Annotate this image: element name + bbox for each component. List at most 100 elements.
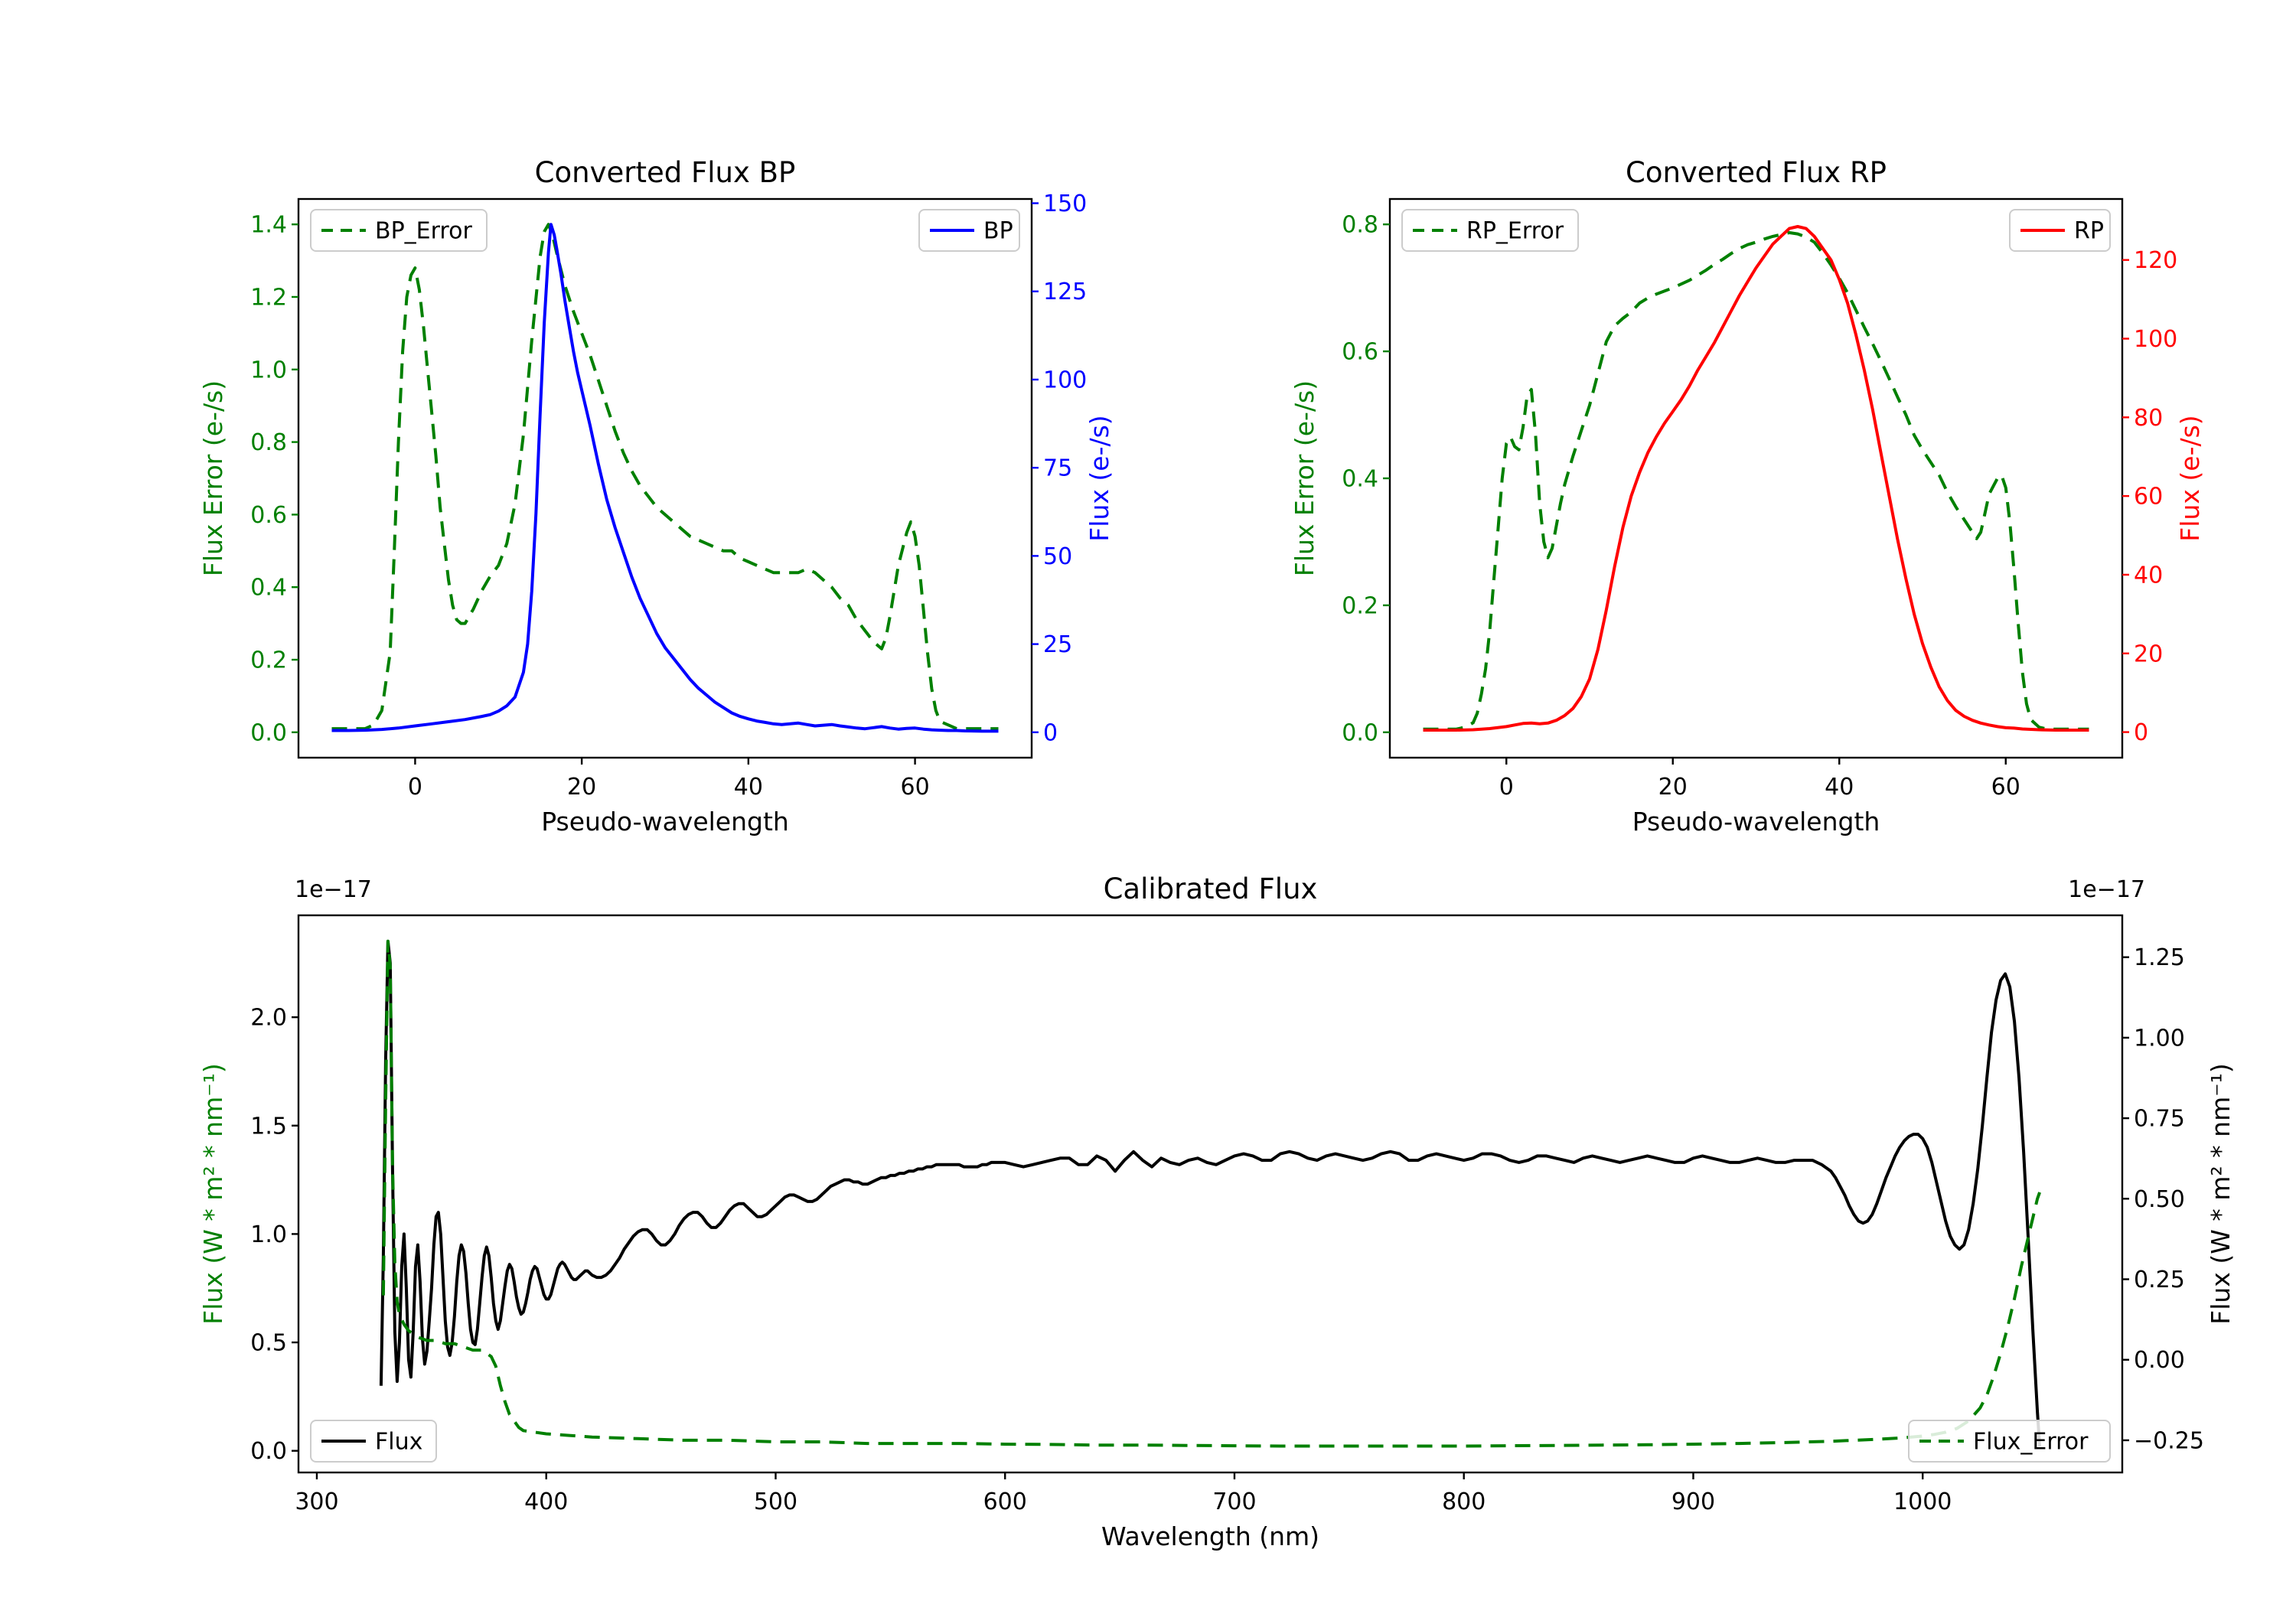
subplot-bp: 0 20 40 60 0.0 0.2 0.4 0.6 0.8 1.0 1.2 1.4 0 25 50 75 10…: [198, 156, 1114, 836]
y-right-tick-label: 0.75: [2134, 1106, 2185, 1133]
legend-box: [1908, 1420, 2111, 1463]
y-left-tick-label: 0.8: [1342, 212, 1378, 239]
y-left-tick-label: 1.4: [250, 212, 287, 239]
y-right-tick-label: 1.25: [2134, 944, 2185, 971]
y-right-tick-label: 60: [2134, 484, 2163, 510]
axes-frame: [1388, 197, 2124, 759]
y-right-tick-label: −0.25: [2134, 1427, 2204, 1454]
legend-bp: BP: [918, 209, 1020, 252]
x-tick-label: 60: [1991, 774, 2020, 801]
y-right-tick-label: 25: [1043, 631, 1072, 658]
y-left-axis-label: Flux Error (e-/s): [1290, 380, 1319, 576]
x-tick-label: 60: [900, 774, 929, 801]
y-right-tick-label: 0: [1043, 719, 1058, 746]
legend-bp_error: BP_Error: [310, 209, 488, 252]
legend-label: RP: [2074, 218, 2104, 245]
y-left-tick-label: 0.0: [250, 1438, 287, 1465]
series-group: [379, 939, 2042, 1448]
y-right-tick-label: 150: [1043, 191, 1087, 217]
y-right-tick-label: 100: [1043, 367, 1087, 393]
legend-label: BP: [983, 218, 1013, 245]
y-right-axis-label: Flux (e-/s): [1084, 415, 1114, 541]
y-right-tick-label: 0: [2134, 719, 2148, 746]
y-left-tick-label: 1.2: [250, 284, 287, 311]
x-tick-label: 1000: [1893, 1489, 1952, 1515]
y-right-axis-label: Flux (W * m² * nm⁻¹): [2206, 1063, 2236, 1325]
y-left-tick-label: 0.2: [250, 647, 287, 674]
x-tick-label: 300: [295, 1489, 338, 1515]
axes-frame: [297, 197, 1033, 759]
legend-rp: RP: [2009, 209, 2111, 252]
series-group: [1423, 225, 2089, 732]
y-left-tick-label: 1.5: [250, 1113, 287, 1140]
y-left-tick-label: 0.5: [250, 1330, 287, 1357]
series-group: [331, 223, 999, 733]
x-tick-label: 40: [1825, 774, 1854, 801]
y-right-tick-label: 0.50: [2134, 1186, 2185, 1213]
x-tick-label: 20: [567, 774, 596, 801]
y-left-tick-label: 0.0: [1342, 719, 1378, 746]
x-tick-label: 600: [983, 1489, 1027, 1515]
legend-label: BP_Error: [375, 218, 472, 245]
series-flux_error: [381, 939, 2041, 1448]
x-tick-label: 800: [1442, 1489, 1486, 1515]
y-left-tick-label: 0.2: [1342, 592, 1378, 619]
y-left-tick-label: 0.4: [1342, 466, 1378, 493]
y-left-axis-label: Flux Error (e-/s): [198, 380, 228, 576]
x-tick-label: 0: [1499, 774, 1514, 801]
y-right-tick-label: 125: [1043, 279, 1087, 305]
legend-rp_error: RP_Error: [1401, 209, 1579, 252]
axes-frame: [297, 914, 2124, 1474]
y-left-tick-label: 0.0: [250, 719, 287, 746]
legend-label: RP_Error: [1466, 218, 1564, 245]
x-tick-label: 400: [524, 1489, 568, 1515]
x-tick-label: 700: [1212, 1489, 1256, 1515]
y-right-tick-label: 100: [2134, 326, 2177, 353]
y-right-tick-label: 20: [2134, 641, 2163, 667]
legend-label: Flux_Error: [1973, 1429, 2089, 1456]
y-right-axis-label: Flux (e-/s): [2175, 415, 2205, 541]
y-right-tick-label: 0.25: [2134, 1267, 2185, 1293]
x-axis-label: Pseudo-wavelength: [541, 807, 789, 836]
y-left-tick-label: 2.0: [250, 1005, 287, 1032]
subplot-rp: 0 20 40 60 0.0 0.2 0.4 0.6 0.8 0 20 40 60 80 100 120 Con…: [1290, 156, 2205, 836]
plot-title: Converted Flux BP: [535, 156, 796, 189]
x-tick-label: 500: [754, 1489, 797, 1515]
plot-title: Calibrated Flux: [1104, 872, 1318, 905]
y-right-tick-label: 1.00: [2134, 1025, 2185, 1052]
y-left-tick-label: 0.6: [1342, 339, 1378, 366]
x-tick-label: 0: [408, 774, 422, 801]
x-tick-label: 20: [1658, 774, 1688, 801]
y-left-tick-label: 0.4: [250, 575, 287, 602]
plot-title: Converted Flux RP: [1626, 156, 1887, 189]
y-left-tick-label: 1.0: [250, 1221, 287, 1248]
x-axis-label: Pseudo-wavelength: [1632, 807, 1880, 836]
series-bp: [331, 223, 999, 733]
legend-label: Flux: [375, 1429, 422, 1456]
subplot-cal: 300 400 500 600 700 800 900 1000 0.0 0.5 1.0 1.5 2.0…: [198, 872, 2236, 1551]
legend-box: [1401, 209, 1579, 252]
y-right-tick-label: 120: [2134, 247, 2177, 274]
y-left-tick-label: 0.6: [250, 502, 287, 529]
series-flux: [379, 940, 2042, 1447]
series-bp_error: [331, 223, 999, 731]
y-left-axis-label: Flux (W * m² * nm⁻¹): [198, 1063, 228, 1325]
legend-box: [310, 209, 488, 252]
y-right-tick-label: 75: [1043, 455, 1072, 482]
y-left-tick-label: 0.8: [250, 429, 287, 456]
legend-box: [310, 1420, 437, 1463]
series-rp_error: [1423, 231, 2089, 731]
legend-flux_error: Flux_Error: [1908, 1420, 2111, 1463]
series-rp: [1423, 225, 2089, 732]
y-right-tick-label: 0.00: [2134, 1347, 2185, 1374]
x-tick-label: 40: [734, 774, 763, 801]
x-axis-label: Wavelength (nm): [1101, 1521, 1319, 1551]
legend-flux: Flux: [310, 1420, 437, 1463]
y-right-tick-label: 50: [1043, 543, 1072, 570]
y-right-tick-label: 40: [2134, 562, 2163, 589]
y-left-tick-label: 1.0: [250, 357, 287, 383]
x-tick-label: 900: [1671, 1489, 1715, 1515]
offset-text-right: 1e−17: [2068, 876, 2145, 903]
